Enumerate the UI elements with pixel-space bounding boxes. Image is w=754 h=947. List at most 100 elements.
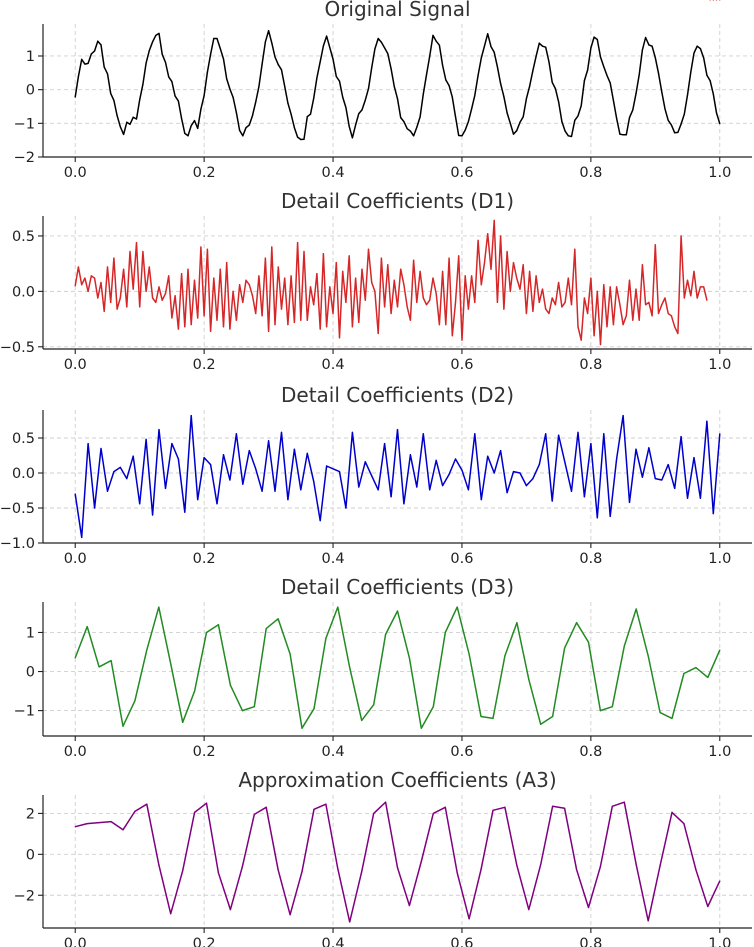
- data-point: [290, 113, 292, 115]
- data-point: [648, 447, 650, 449]
- data-point: [461, 135, 463, 137]
- data-point: [548, 61, 550, 63]
- data-point: [338, 80, 341, 82]
- data-point: [564, 462, 566, 464]
- data-point: [170, 913, 172, 915]
- data-point: [667, 119, 669, 121]
- data-point: [420, 860, 422, 863]
- data-point: [361, 109, 363, 111]
- data-point: [648, 44, 650, 46]
- data-point: [155, 301, 157, 304]
- data-point: [110, 821, 112, 823]
- y-tick-label: 0: [26, 665, 35, 681]
- y-tick-label: −1: [14, 704, 35, 720]
- data-point: [612, 99, 615, 102]
- data-point: [587, 69, 589, 71]
- y-tick-label: 2: [26, 806, 35, 822]
- data-point: [303, 138, 305, 140]
- data-point: [348, 255, 350, 257]
- data-point: [480, 499, 482, 501]
- data-point: [693, 457, 695, 459]
- data-point: [393, 279, 395, 281]
- data-point: [451, 96, 453, 98]
- data-point: [512, 471, 515, 473]
- data-point: [525, 312, 528, 315]
- data-point: [387, 264, 389, 266]
- data-point: [222, 58, 225, 60]
- data-point: [313, 480, 315, 482]
- data-point: [671, 811, 673, 813]
- data-point: [558, 101, 560, 103]
- data-point: [493, 219, 495, 222]
- data-point: [151, 514, 154, 516]
- data-point: [435, 40, 437, 42]
- data-point: [106, 490, 109, 492]
- data-point: [593, 36, 595, 38]
- chart-title: Detail Coefficients (D3): [281, 575, 514, 599]
- data-point: [77, 266, 80, 268]
- data-point: [580, 105, 582, 107]
- data-point: [267, 440, 270, 442]
- data-point: [301, 727, 303, 729]
- data-point: [413, 135, 415, 137]
- data-point: [384, 443, 386, 445]
- x-tick-label: 1.0: [708, 357, 731, 373]
- data-point: [638, 319, 640, 321]
- data-point: [367, 88, 370, 90]
- data-point: [390, 312, 392, 315]
- data-point: [657, 72, 660, 74]
- chart-panel-1: Original Signal 0.0 0.2 0.4 0.6 0.8 1.0 −2 −1 0 1: [14, 0, 752, 181]
- data-point: [209, 330, 212, 332]
- data-point: [371, 281, 373, 284]
- data-point: [445, 324, 447, 326]
- data-point: [235, 433, 237, 435]
- data-point: [580, 339, 582, 341]
- data-point: [200, 246, 202, 248]
- data-point: [599, 866, 602, 868]
- data-point: [554, 304, 557, 306]
- data-point: [216, 37, 218, 40]
- data-point: [699, 47, 702, 50]
- data-point: [277, 64, 279, 66]
- data-point: [155, 34, 157, 37]
- data-point: [454, 301, 457, 304]
- data-point: [574, 248, 576, 250]
- data-point: [564, 807, 566, 809]
- data-point: [97, 297, 99, 299]
- data-point: [590, 47, 592, 49]
- data-point: [564, 647, 566, 649]
- data-point: [529, 270, 531, 273]
- data-point: [351, 326, 353, 328]
- data-point: [313, 808, 315, 810]
- data-point: [145, 62, 147, 64]
- data-point: [74, 493, 76, 495]
- data-point: [635, 93, 637, 95]
- data-point: [464, 275, 466, 277]
- data-point: [103, 310, 105, 312]
- data-point: [506, 492, 508, 494]
- data-point: [483, 261, 486, 264]
- data-point: [309, 286, 312, 288]
- data-point: [122, 133, 125, 136]
- data-point: [242, 135, 244, 137]
- data-point: [552, 805, 554, 807]
- data-point: [345, 301, 347, 304]
- data-point: [93, 507, 96, 509]
- data-point: [480, 715, 482, 718]
- data-point: [699, 286, 702, 288]
- data-point: [425, 74, 428, 76]
- data-point: [448, 85, 450, 87]
- data-point: [345, 507, 347, 509]
- data-point: [707, 676, 709, 678]
- data-point: [100, 447, 102, 450]
- data-point: [422, 433, 424, 435]
- chart-panel-4: Detail Coefficients (D3) 0.0 0.2 0.4 0.6 0.8 1…: [14, 575, 752, 760]
- data-point: [645, 36, 647, 39]
- data-point: [400, 268, 402, 270]
- data-point: [338, 471, 341, 473]
- y-tick-label: 0.5: [12, 431, 35, 447]
- data-point: [203, 457, 205, 459]
- data-point: [384, 47, 386, 49]
- data-point: [416, 486, 418, 488]
- data-point: [277, 266, 279, 268]
